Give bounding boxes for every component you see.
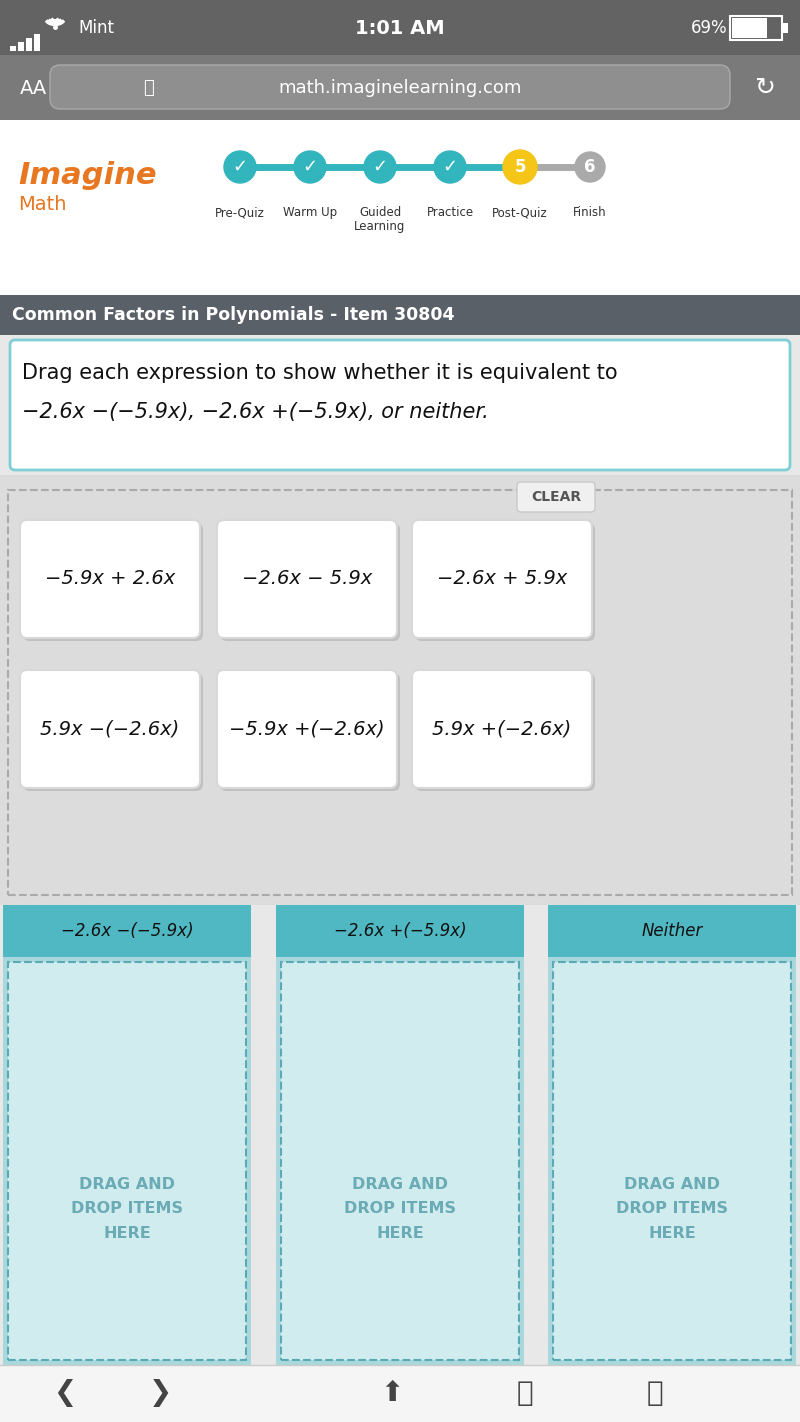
Text: 69%: 69% (690, 18, 727, 37)
Text: 5: 5 (514, 158, 526, 176)
Text: Mint: Mint (78, 18, 114, 37)
Text: 5.9x +(−2.6x): 5.9x +(−2.6x) (432, 720, 572, 738)
Bar (10, 46, 16, 51)
FancyBboxPatch shape (23, 673, 203, 791)
Bar (8, 963, 246, 1359)
Text: math.imaginelearning.com: math.imaginelearning.com (278, 80, 522, 97)
Text: Neither: Neither (642, 921, 702, 940)
Bar (553, 963, 791, 1359)
FancyBboxPatch shape (220, 523, 400, 641)
Text: ↻: ↻ (754, 75, 775, 100)
FancyBboxPatch shape (10, 340, 790, 471)
Text: 6: 6 (584, 158, 596, 176)
Bar (0, 294, 800, 336)
Circle shape (575, 152, 605, 182)
Bar (18, 43, 24, 51)
Circle shape (364, 151, 396, 183)
Text: ✓: ✓ (302, 158, 318, 176)
Bar (281, 963, 519, 1359)
Bar (8, 491, 792, 894)
Bar (548, 904, 796, 1365)
Bar (732, 18, 767, 38)
Text: −5.9x +(−2.6x): −5.9x +(−2.6x) (229, 720, 385, 738)
Text: ✓: ✓ (373, 158, 387, 176)
Bar (0, 119, 800, 294)
Bar (3, 904, 251, 1365)
Text: ❮: ❮ (54, 1379, 77, 1406)
Text: Post-Quiz: Post-Quiz (492, 206, 548, 219)
Bar (281, 963, 519, 1359)
Text: DRAG AND
DROP ITEMS
HERE: DRAG AND DROP ITEMS HERE (616, 1176, 728, 1241)
Text: ⬆: ⬆ (380, 1379, 404, 1406)
Bar (783, 23, 788, 33)
Text: 5.9x −(−2.6x): 5.9x −(−2.6x) (40, 720, 180, 738)
Text: DRAG AND
DROP ITEMS
HERE: DRAG AND DROP ITEMS HERE (71, 1176, 183, 1241)
Text: CLEAR: CLEAR (531, 491, 581, 503)
Bar (8, 963, 246, 1359)
Text: Guided
Learning: Guided Learning (354, 206, 406, 233)
Text: Finish: Finish (573, 206, 607, 219)
Text: ✓: ✓ (233, 158, 247, 176)
Text: −2.6x − 5.9x: −2.6x − 5.9x (242, 569, 372, 589)
Text: Math: Math (18, 195, 66, 215)
Bar (0, 475, 800, 904)
FancyBboxPatch shape (217, 670, 397, 788)
Text: ⧈: ⧈ (646, 1379, 663, 1406)
FancyBboxPatch shape (412, 670, 592, 788)
Bar (276, 904, 524, 1365)
FancyBboxPatch shape (412, 520, 592, 638)
FancyBboxPatch shape (415, 673, 595, 791)
Bar (26, 38, 32, 51)
Bar (34, 34, 40, 51)
Text: −2.6x −(−5.9x), −2.6x +(−5.9x), or neither.: −2.6x −(−5.9x), −2.6x +(−5.9x), or neith… (22, 402, 489, 422)
Bar (276, 904, 524, 957)
Text: Warm Up: Warm Up (283, 206, 337, 219)
Text: 📖: 📖 (517, 1379, 534, 1406)
Bar (730, 16, 782, 40)
Text: 🔒: 🔒 (142, 80, 154, 97)
Text: ❯: ❯ (148, 1379, 172, 1406)
Text: 1:01 AM: 1:01 AM (355, 18, 445, 37)
Text: ✓: ✓ (442, 158, 458, 176)
Text: Common Factors in Polynomials - Item 30804: Common Factors in Polynomials - Item 308… (12, 306, 454, 324)
Bar (0, 55, 800, 119)
Circle shape (434, 151, 466, 183)
Bar (553, 963, 791, 1359)
FancyBboxPatch shape (50, 65, 730, 109)
Text: −2.6x + 5.9x: −2.6x + 5.9x (437, 569, 567, 589)
FancyBboxPatch shape (23, 523, 203, 641)
Circle shape (294, 151, 326, 183)
Text: −2.6x −(−5.9x): −2.6x −(−5.9x) (61, 921, 194, 940)
Text: Practice: Practice (426, 206, 474, 219)
FancyBboxPatch shape (220, 673, 400, 791)
Bar (548, 904, 796, 957)
Bar (0, 1365, 800, 1422)
Circle shape (224, 151, 256, 183)
FancyBboxPatch shape (415, 523, 595, 641)
Text: Pre-Quiz: Pre-Quiz (215, 206, 265, 219)
FancyBboxPatch shape (217, 520, 397, 638)
Bar (3, 904, 251, 957)
FancyBboxPatch shape (20, 670, 200, 788)
Text: DRAG AND
DROP ITEMS
HERE: DRAG AND DROP ITEMS HERE (344, 1176, 456, 1241)
Text: Imagine: Imagine (18, 161, 157, 189)
FancyBboxPatch shape (517, 482, 595, 512)
Text: AA: AA (20, 78, 47, 98)
Bar (0, 0, 800, 55)
Text: Drag each expression to show whether it is equivalent to: Drag each expression to show whether it … (22, 363, 618, 383)
FancyBboxPatch shape (20, 520, 200, 638)
Text: −2.6x +(−5.9x): −2.6x +(−5.9x) (334, 921, 466, 940)
Circle shape (503, 149, 537, 183)
Text: −5.9x + 2.6x: −5.9x + 2.6x (45, 569, 175, 589)
